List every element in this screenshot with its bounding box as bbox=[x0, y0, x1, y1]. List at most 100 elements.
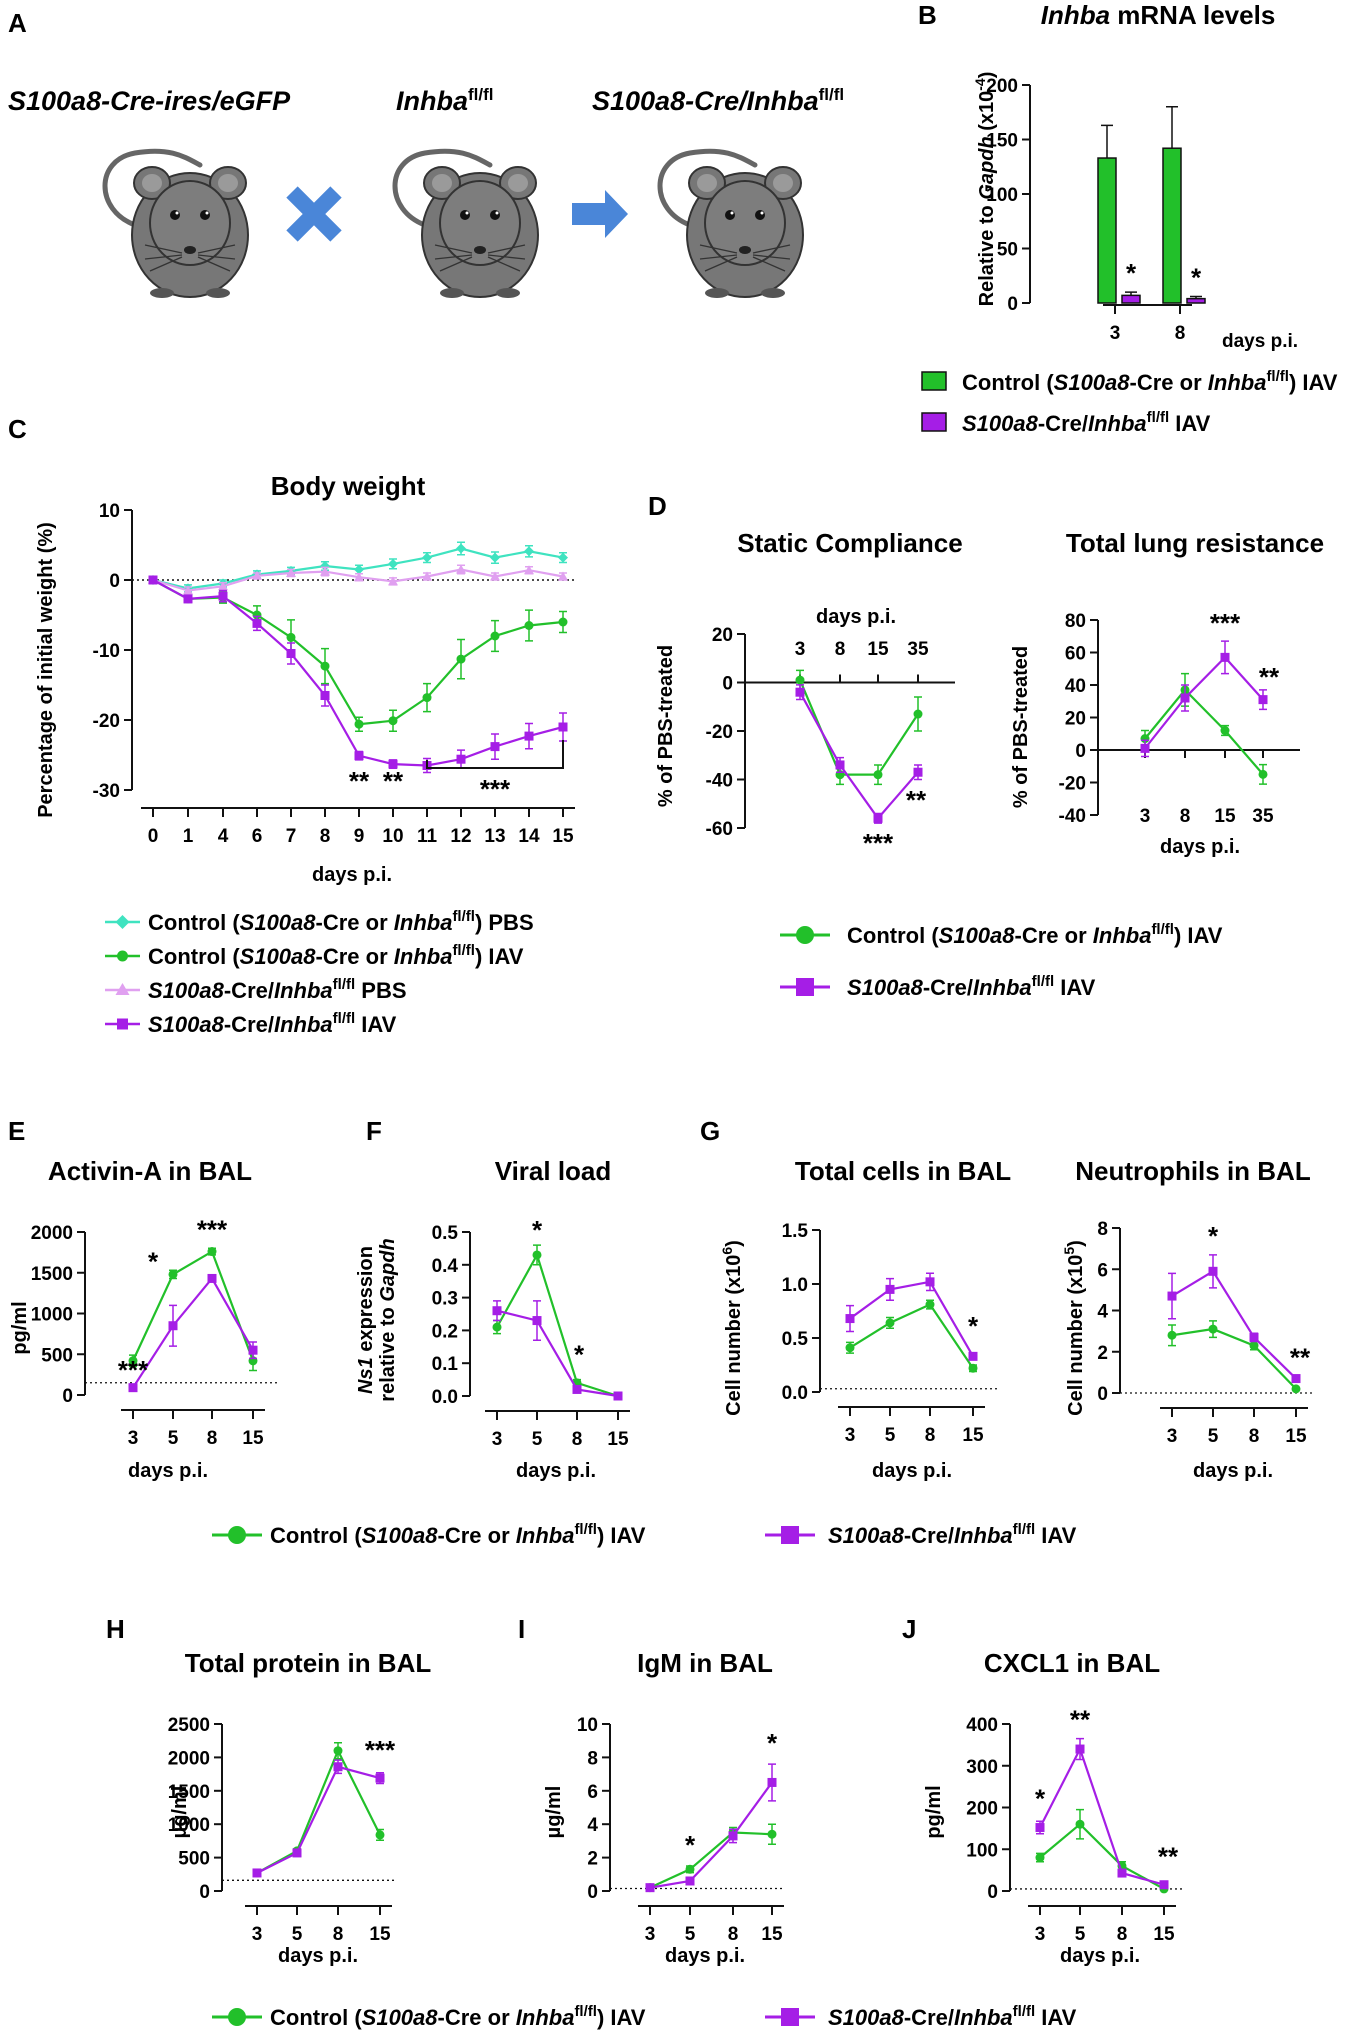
cross-icon bbox=[286, 186, 342, 242]
series-line bbox=[496, 1309, 619, 1398]
series-line bbox=[496, 1252, 619, 1398]
data-point bbox=[218, 591, 228, 601]
y-tick-label: 6 bbox=[1097, 1260, 1108, 1281]
data-point bbox=[168, 1269, 178, 1279]
legend: Control (S100a8-Cre or Inhbafl/fl) IAV S… bbox=[212, 1521, 1077, 1548]
x-tick-label: 15 bbox=[369, 1924, 391, 1945]
x-tick-label: 13 bbox=[484, 826, 505, 847]
legend-label-control: Control (S100a8-Cre or Inhbafl/fl) IAV bbox=[270, 2003, 646, 2030]
data-point bbox=[252, 570, 262, 580]
y-tick-label: -40 bbox=[1059, 806, 1086, 827]
x-tick-label: 6 bbox=[252, 826, 263, 847]
y-axis-label: Cell number (x106) bbox=[719, 1240, 745, 1416]
x-tick-label: 11 bbox=[417, 826, 438, 847]
data-point bbox=[207, 1273, 217, 1283]
y-tick-label: 0 bbox=[109, 571, 120, 592]
chart-title: IgM in BAL bbox=[637, 1648, 773, 1678]
y-axis-label: % of PBS-treated bbox=[655, 645, 677, 807]
data-point bbox=[873, 813, 883, 823]
significance-marker: ** bbox=[1259, 662, 1280, 692]
significance-marker: ** bbox=[1070, 1705, 1091, 1735]
significance-marker: * bbox=[1035, 1783, 1046, 1813]
x-tick-label: 8 bbox=[1180, 806, 1191, 827]
data-point bbox=[558, 722, 568, 732]
x-tick-label: 15 bbox=[242, 1428, 264, 1449]
y-tick-label: 6 bbox=[587, 1782, 598, 1803]
data-point bbox=[873, 770, 883, 780]
significance-marker: * bbox=[685, 1830, 696, 1860]
data-point bbox=[354, 564, 364, 575]
data-point bbox=[1159, 1880, 1169, 1890]
legend: Control (S100a8-Cre or Inhbafl/fl) IAV S… bbox=[212, 2003, 1077, 2030]
x-tick-label: 0 bbox=[148, 826, 159, 847]
data-point bbox=[728, 1831, 738, 1841]
data-point bbox=[456, 754, 466, 764]
y-tick-label: 8 bbox=[587, 1748, 598, 1769]
data-point bbox=[767, 1777, 777, 1787]
error-bar bbox=[1190, 295, 1202, 299]
y-tick-label: 10 bbox=[577, 1715, 598, 1736]
data-point bbox=[248, 1345, 258, 1355]
y-tick-label: 500 bbox=[178, 1849, 210, 1870]
data-point bbox=[885, 1284, 895, 1294]
y-tick-label: 8 bbox=[1097, 1219, 1108, 1240]
y-tick-label: 0.5 bbox=[782, 1329, 809, 1350]
data-point bbox=[913, 709, 923, 719]
data-point bbox=[456, 543, 466, 554]
data-point bbox=[1208, 1324, 1218, 1334]
panel-letter-d: D bbox=[648, 491, 667, 521]
x-tick-label: 10 bbox=[382, 826, 403, 847]
chart-title: Total lung resistance bbox=[1066, 528, 1324, 558]
data-point bbox=[1075, 1744, 1085, 1754]
data-point bbox=[845, 1314, 855, 1324]
data-point bbox=[1035, 1823, 1045, 1833]
y-tick-label: 60 bbox=[1065, 644, 1086, 665]
y-tick-label: 20 bbox=[712, 625, 733, 646]
data-point bbox=[168, 1321, 178, 1331]
x-tick-label: 7 bbox=[286, 826, 297, 847]
x-tick-label: 5 bbox=[685, 1924, 696, 1945]
y-tick-label: 1.5 bbox=[782, 1221, 809, 1242]
data-point bbox=[1220, 652, 1230, 662]
data-point bbox=[286, 632, 296, 642]
y-tick-label: 80 bbox=[1065, 611, 1086, 632]
bar bbox=[1121, 294, 1141, 304]
data-point bbox=[685, 1876, 695, 1886]
y-tick-label: 0.4 bbox=[432, 1256, 459, 1277]
x-tick-label: 8 bbox=[835, 639, 846, 660]
y-tick-label: 500 bbox=[41, 1345, 73, 1366]
data-point bbox=[968, 1363, 978, 1373]
bracket bbox=[426, 740, 564, 769]
y-tick-label: -20 bbox=[1059, 774, 1086, 795]
data-point bbox=[252, 610, 262, 620]
data-point bbox=[558, 571, 568, 581]
data-point bbox=[925, 1300, 935, 1310]
x-tick-label: 8 bbox=[320, 826, 331, 847]
panel-letter-e: E bbox=[8, 1116, 25, 1146]
data-point bbox=[354, 751, 364, 761]
series-line bbox=[132, 1249, 255, 1362]
significance-marker: * bbox=[574, 1340, 585, 1370]
y-tick-label: 2 bbox=[1097, 1343, 1108, 1364]
panel-letter-i: I bbox=[518, 1614, 525, 1644]
x-tick-label: 3 bbox=[795, 639, 806, 660]
y-tick-label: -20 bbox=[706, 722, 733, 743]
data-point bbox=[558, 617, 568, 627]
series-line bbox=[1171, 1327, 1297, 1390]
data-point bbox=[492, 1306, 502, 1316]
chart-title: Viral load bbox=[495, 1156, 612, 1186]
y-tick-label: 200 bbox=[986, 76, 1018, 97]
data-point bbox=[1180, 693, 1190, 703]
error-bar bbox=[1125, 291, 1137, 296]
data-point bbox=[286, 568, 296, 577]
y-tick-label: 0.1 bbox=[432, 1354, 459, 1375]
data-point bbox=[422, 552, 432, 563]
legend-label-mutant: S100a8-Cre/Inhbafl/fl IAV bbox=[962, 409, 1211, 436]
data-point bbox=[490, 571, 500, 581]
y-tick-label: 200 bbox=[966, 1799, 998, 1820]
data-point bbox=[252, 1868, 262, 1878]
data-point bbox=[572, 1384, 582, 1394]
data-point bbox=[524, 731, 534, 741]
x-axis-label: days p.i. bbox=[872, 1460, 952, 1482]
x-tick-label: 3 bbox=[1140, 806, 1151, 827]
